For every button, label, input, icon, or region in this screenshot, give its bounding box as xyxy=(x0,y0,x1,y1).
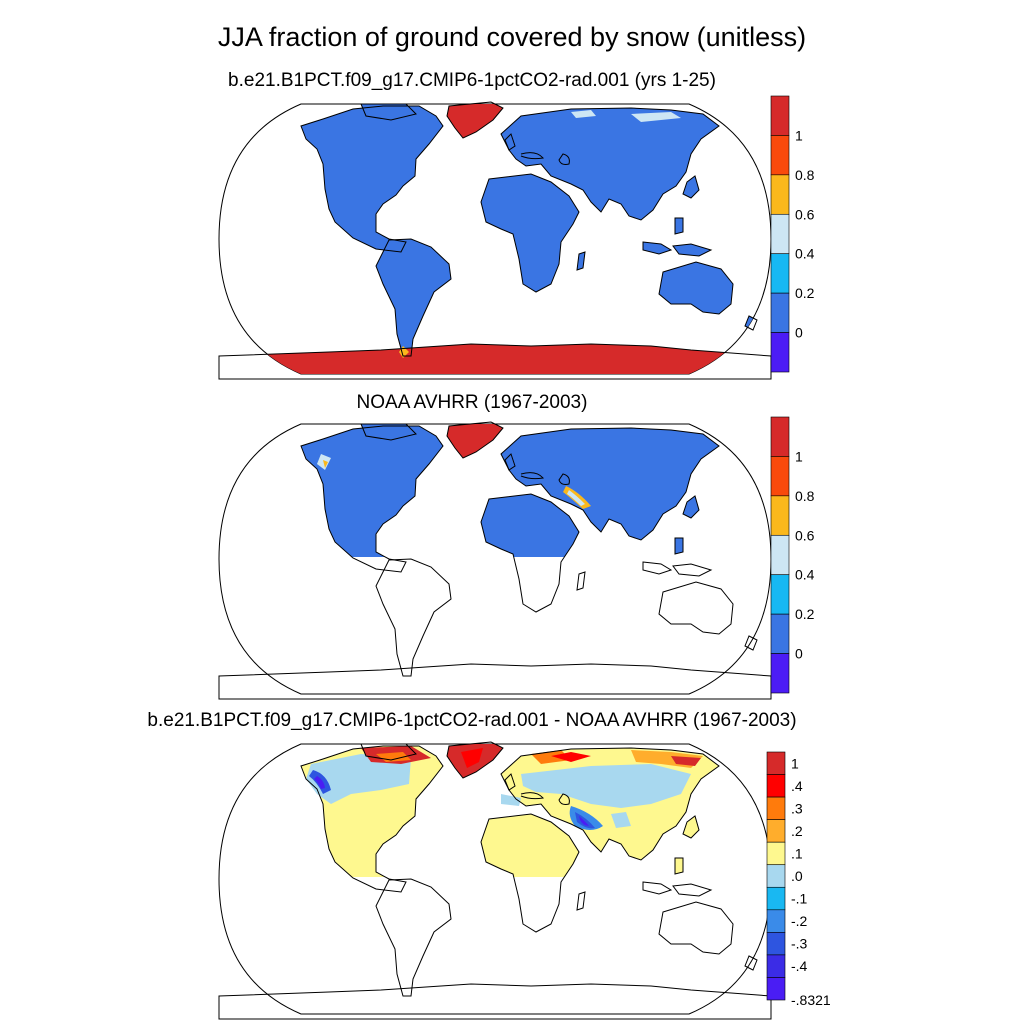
colorbar-label: 1 xyxy=(795,448,803,464)
colorbar-box xyxy=(766,841,786,866)
panel-2-title: NOAA AVHRR (1967-2003) xyxy=(356,392,588,413)
colorbar-box xyxy=(770,495,790,536)
colorbar-box xyxy=(770,534,790,576)
colorbar-label: .3 xyxy=(791,800,803,816)
colorbar-box xyxy=(770,292,790,333)
map-panel-difference xyxy=(218,742,772,1019)
colorbar-label: -.8321 xyxy=(791,992,831,1008)
colorbar-label: -.3 xyxy=(791,936,808,952)
colorbar-label: 0.8 xyxy=(795,167,815,183)
colorbar-box xyxy=(766,886,786,911)
colorbar-label: 0.6 xyxy=(795,527,815,543)
colorbar-label: -.1 xyxy=(791,891,808,907)
colorbar-label: 0.6 xyxy=(795,206,815,222)
colorbar-box xyxy=(766,864,786,888)
colorbar-label: 0 xyxy=(795,646,803,662)
colorbar-box xyxy=(770,653,790,694)
colorbar-box xyxy=(770,95,790,136)
colorbar-box xyxy=(766,977,786,1001)
colorbar-box xyxy=(766,751,786,775)
colorbar-box xyxy=(766,774,786,798)
colorbar-box xyxy=(770,135,790,176)
colorbar-label: 0 xyxy=(795,325,803,341)
map-panel-observed xyxy=(218,422,772,699)
colorbar-box xyxy=(766,796,786,820)
map-panel-model xyxy=(218,102,772,379)
colorbar-observed: 1 0.8 0.6 0.4 0.2 0 xyxy=(770,416,815,694)
colorbar-box xyxy=(770,213,790,255)
colorbar-difference: 1 .4 .3 .2 .1 .0 -.1 -.2 -.3 -.4 -.8321 xyxy=(766,751,831,1008)
colorbar-label: 0.2 xyxy=(795,285,815,301)
colorbar-label: -.4 xyxy=(791,958,808,974)
panel-1-title: b.e21.B1PCT.f09_g17.CMIP6-1pctCO2-rad.00… xyxy=(228,70,716,91)
colorbar-label: .0 xyxy=(791,868,803,884)
colorbar-box xyxy=(766,909,786,933)
colorbar-label: 1 xyxy=(791,755,799,771)
colorbar-label: -.2 xyxy=(791,913,808,929)
colorbar-box xyxy=(770,416,790,457)
colorbar-label: 0.4 xyxy=(795,246,815,262)
colorbar-label: 0.2 xyxy=(795,606,815,622)
colorbar-label: .2 xyxy=(791,823,803,839)
colorbar-box xyxy=(766,932,786,956)
colorbar-box xyxy=(770,613,790,654)
colorbar-box xyxy=(766,819,786,843)
colorbar-label: 1 xyxy=(795,127,803,143)
colorbar-box xyxy=(770,456,790,497)
colorbar-box xyxy=(770,253,790,294)
colorbar-box xyxy=(770,174,790,215)
colorbar-box xyxy=(766,954,786,978)
colorbar-model: 1 0.8 0.6 0.4 0.2 0 xyxy=(770,95,815,373)
colorbar-label: 0.8 xyxy=(795,488,815,504)
panel-3-title: b.e21.B1PCT.f09_g17.CMIP6-1pctCO2-rad.00… xyxy=(147,710,797,731)
colorbar-label: .4 xyxy=(791,778,803,794)
colorbar-label: 0.4 xyxy=(795,567,815,583)
colorbar-box xyxy=(770,332,790,373)
figure-title: JJA fraction of ground covered by snow (… xyxy=(217,22,807,52)
colorbar-box xyxy=(770,574,790,615)
colorbar-label: .1 xyxy=(791,845,803,861)
